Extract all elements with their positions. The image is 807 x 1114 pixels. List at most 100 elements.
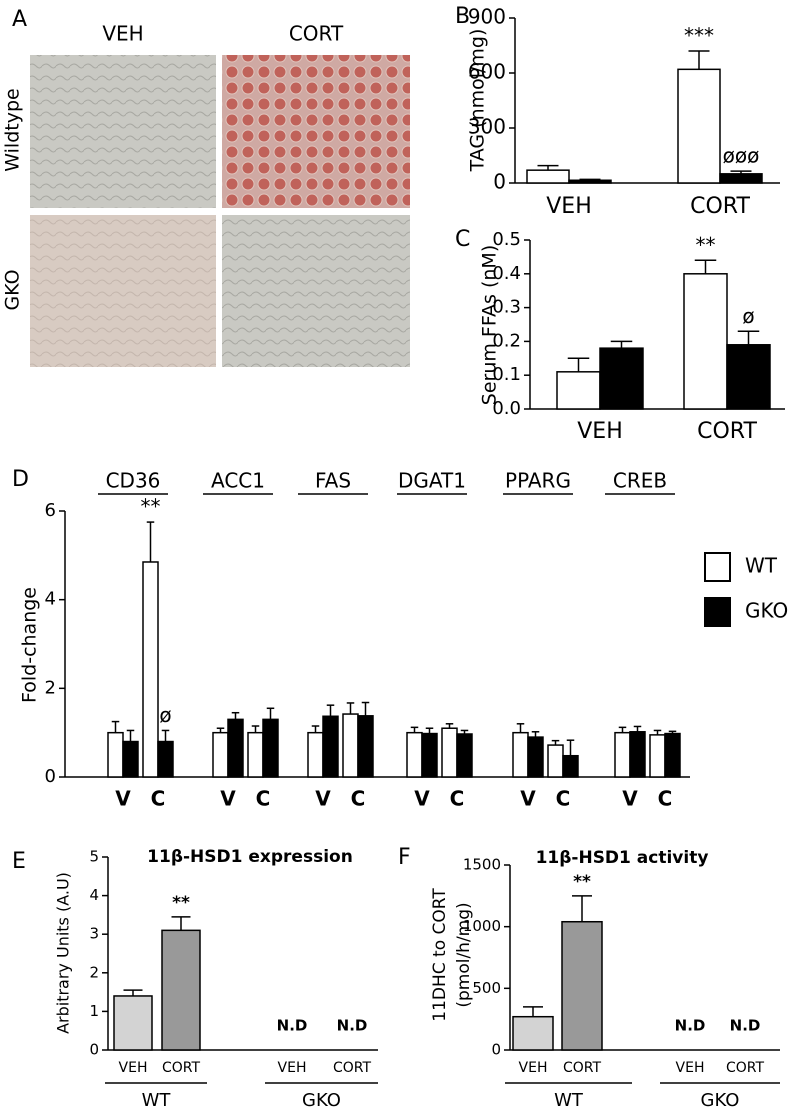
group-label: DGAT1: [398, 469, 466, 493]
legend-label: WT: [745, 554, 778, 578]
x-tick-label: C: [256, 787, 271, 811]
x-tick-label: CORT: [726, 1060, 765, 1076]
panel-label: F: [398, 845, 411, 870]
bar: [441, 727, 458, 778]
x-tick-label: CORT: [697, 419, 757, 444]
y-tick-label: 1: [89, 1002, 99, 1020]
bar: [122, 740, 139, 778]
y-tick-label: 300: [468, 115, 506, 139]
bar: [527, 736, 544, 778]
panel-label: C: [455, 227, 470, 252]
group-label: CREB: [613, 469, 667, 493]
group-label: WT: [554, 1090, 584, 1111]
bar: [561, 920, 603, 1051]
annotation: ø: [159, 703, 171, 727]
x-tick-label: VEH: [519, 1060, 548, 1076]
bar: [113, 995, 153, 1051]
legend-swatch: [704, 597, 731, 627]
row-label: GKO: [2, 269, 24, 310]
bar: [342, 713, 359, 778]
bar: [161, 929, 201, 1051]
y-tick-label: 0: [493, 170, 506, 194]
x-tick-label: CORT: [563, 1060, 602, 1076]
group-label: FAS: [315, 469, 351, 493]
y-tick-label: 4: [45, 589, 56, 610]
group-label: CD36: [106, 469, 161, 493]
bar: [142, 561, 159, 778]
x-tick-label: V: [414, 787, 430, 811]
x-tick-label: VEH: [278, 1060, 307, 1076]
column-label: CORT: [289, 22, 344, 46]
column-label: VEH: [102, 22, 143, 46]
x-tick-label: C: [151, 787, 166, 811]
bar: [599, 347, 644, 410]
bar: [562, 754, 579, 778]
value-label: N.D: [730, 1017, 761, 1035]
panel-label: E: [12, 849, 26, 874]
bar: [677, 68, 721, 184]
micrograph: [30, 215, 216, 367]
value-label: N.D: [277, 1017, 308, 1035]
bar: [664, 732, 681, 778]
y-tick-label: 900: [468, 5, 506, 29]
y-axis-label: 11DHC to CORT: [430, 888, 450, 1022]
bar: [568, 179, 612, 184]
bar: [649, 734, 666, 778]
y-axis-label: (pmol/h/mg): [454, 902, 474, 1007]
x-tick-label: C: [556, 787, 571, 811]
group-label: PPARG: [505, 469, 571, 493]
y-tick-label: 0.2: [492, 330, 521, 351]
panel-label: A: [12, 7, 27, 32]
y-tick-label: 0.0: [492, 398, 521, 419]
group-label: ACC1: [211, 469, 265, 493]
y-tick-label: 5: [89, 848, 99, 866]
x-tick-label: V: [220, 787, 236, 811]
legend-swatch: [704, 552, 731, 582]
y-tick-label: 1000: [463, 917, 501, 935]
y-tick-label: 1500: [463, 856, 501, 874]
micrograph: [30, 55, 216, 208]
bar: [556, 371, 601, 410]
x-tick-label: CORT: [162, 1060, 201, 1076]
annotation: **: [172, 893, 190, 913]
bar: [512, 731, 529, 778]
y-axis-label: Arbitrary Units (A.U): [54, 872, 73, 1034]
y-tick-label: 500: [472, 979, 501, 997]
chart-title: 11β-HSD1 expression: [147, 847, 353, 867]
micrograph: [222, 55, 410, 208]
x-tick-label: VEH: [546, 194, 592, 219]
bar: [212, 731, 229, 778]
panel-label: D: [12, 467, 29, 492]
y-tick-label: 0: [45, 766, 56, 787]
annotation: ø: [742, 304, 754, 328]
bar: [683, 273, 728, 410]
annotation: **: [696, 233, 716, 257]
bar: [614, 731, 631, 778]
annotation: øøø: [723, 144, 760, 168]
y-tick-label: 600: [468, 60, 506, 84]
x-tick-label: V: [520, 787, 536, 811]
bar: [421, 732, 438, 778]
x-tick-label: VEH: [577, 419, 623, 444]
x-tick-label: CORT: [690, 194, 750, 219]
chart-title: 11β-HSD1 activity: [536, 848, 709, 868]
y-tick-label: 3: [89, 925, 99, 943]
annotation: ***: [684, 24, 714, 48]
x-tick-label: V: [315, 787, 331, 811]
y-tick-label: 0.5: [492, 229, 521, 250]
bar: [247, 731, 264, 778]
bar: [406, 731, 423, 778]
x-tick-label: CORT: [333, 1060, 372, 1076]
group-label: WT: [142, 1090, 172, 1111]
y-tick-label: 0.1: [492, 364, 521, 385]
legend-label: GKO: [745, 599, 788, 623]
bar: [357, 715, 374, 778]
x-tick-label: VEH: [119, 1060, 148, 1076]
group-label: GKO: [302, 1090, 341, 1111]
bar: [512, 1015, 554, 1051]
annotation: **: [141, 495, 161, 519]
bar: [629, 731, 646, 778]
y-tick-label: 0: [89, 1041, 99, 1059]
y-tick-label: 0.3: [492, 297, 521, 318]
